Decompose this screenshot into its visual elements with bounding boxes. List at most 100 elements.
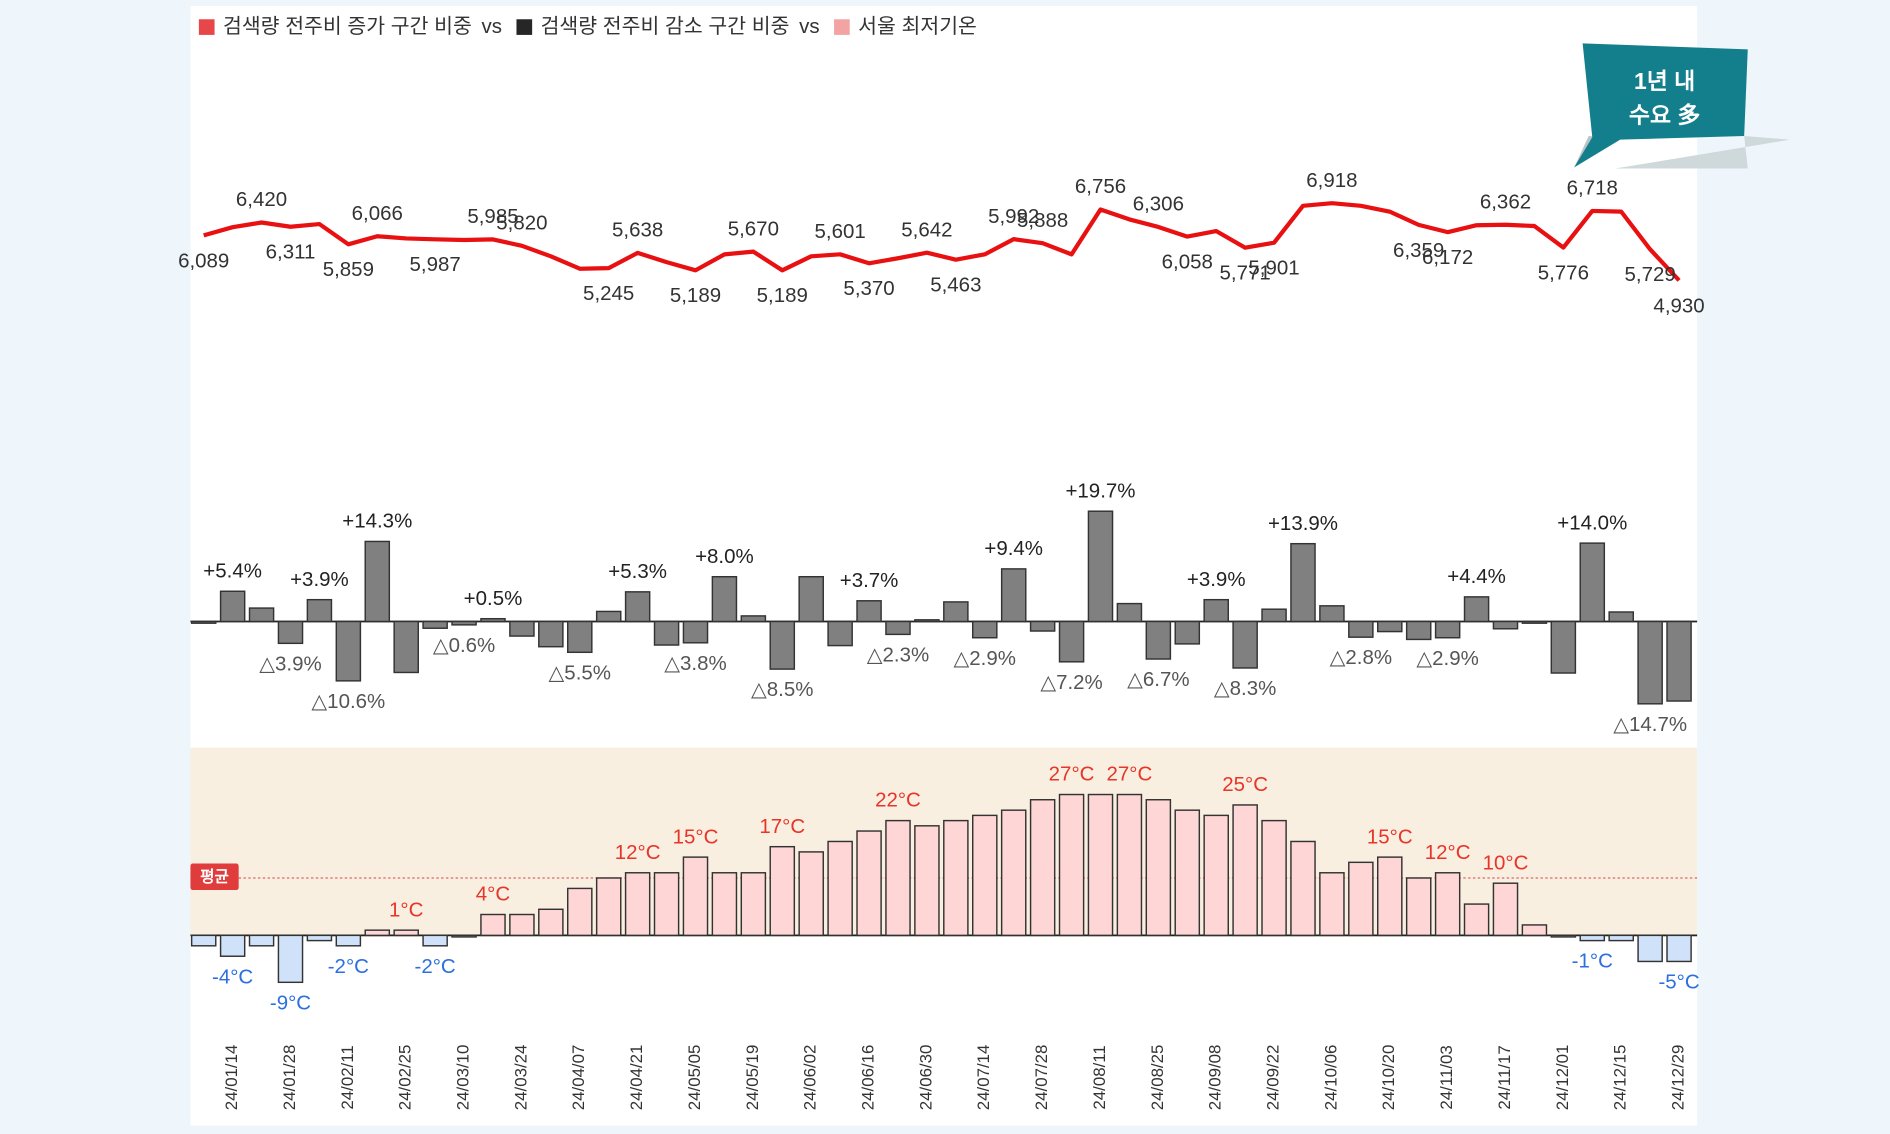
bar [509, 620, 535, 637]
data-label: 4°C [476, 883, 510, 906]
legend-swatch [198, 19, 215, 35]
bar [1319, 605, 1345, 623]
bar [422, 620, 448, 629]
bar [1145, 799, 1172, 937]
data-label: +14.3% [342, 510, 412, 533]
badge-text: 1년 내 [1634, 68, 1695, 94]
bar [595, 877, 622, 937]
bar [1348, 620, 1374, 638]
bar [1637, 620, 1663, 705]
bar [1550, 620, 1577, 674]
data-label: 5,888 [1017, 209, 1068, 232]
bar [1232, 620, 1258, 669]
bar [1521, 620, 1548, 624]
badge-shadow [1615, 136, 1790, 169]
bar [190, 620, 217, 624]
bar [1405, 620, 1432, 641]
data-label: 6,311 [266, 241, 316, 264]
x-tick-label: 24/10/20 [1379, 1045, 1398, 1111]
bar [682, 620, 709, 644]
bar [1029, 799, 1056, 937]
bar [393, 929, 419, 937]
bar [1087, 793, 1114, 937]
data-label: △2.9% [1416, 647, 1478, 670]
data-label: 5,189 [757, 284, 808, 307]
legend-label: 검색량 전주비 증가 구간 비중 [223, 15, 472, 38]
x-tick-label: 24/01/28 [280, 1045, 299, 1111]
x-tick-label: 24/02/11 [338, 1045, 357, 1109]
bar [1116, 602, 1143, 623]
data-label: 17°C [759, 815, 805, 838]
bar [1579, 542, 1606, 623]
bar [306, 598, 333, 623]
bar [190, 934, 217, 947]
x-tick-label: 24/07/28 [1032, 1045, 1051, 1111]
bar [1579, 934, 1606, 942]
bar [306, 934, 333, 942]
data-label: -2°C [415, 955, 456, 978]
bar [624, 872, 651, 937]
data-label: 15°C [673, 825, 719, 848]
bar [914, 619, 940, 623]
data-label: △14.7% [1613, 713, 1687, 736]
data-label: △5.5% [549, 661, 611, 684]
data-label: 5,859 [323, 258, 374, 281]
data-label: +5.3% [608, 560, 667, 583]
data-label: 15°C [1367, 825, 1413, 848]
legend-swatch [834, 19, 850, 35]
bar [769, 845, 796, 937]
data-label: △0.6% [433, 634, 495, 657]
data-label: △3.9% [259, 652, 321, 675]
x-tick-label: 24/02/25 [396, 1045, 415, 1111]
data-label: △2.8% [1330, 646, 1392, 669]
data-label: 5,370 [843, 277, 894, 300]
bar [451, 934, 477, 938]
data-label: 6,058 [1162, 250, 1213, 273]
legend-label: 검색량 전주비 감소 구간 비중 [541, 15, 790, 38]
bar [1232, 804, 1258, 937]
bar [740, 872, 767, 937]
x-tick-label: 24/01/14 [222, 1045, 241, 1111]
bar [798, 575, 824, 623]
bar [1145, 620, 1172, 660]
legend-separator: vs [482, 15, 502, 38]
data-label: 5,601 [815, 220, 866, 243]
data-label: 27°C [1107, 763, 1153, 786]
x-tick-label: 24/06/02 [801, 1045, 820, 1111]
data-label: △2.3% [867, 643, 929, 666]
x-tick-label: 24/09/22 [1264, 1045, 1283, 1111]
data-label: 5,245 [583, 282, 634, 305]
bar [1666, 934, 1692, 963]
data-label: +3.7% [840, 569, 899, 592]
x-tick-label: 24/07/14 [974, 1045, 993, 1111]
x-tick-label: 24/10/06 [1321, 1045, 1340, 1111]
legend-label: 서울 최저기온 [858, 15, 977, 38]
average-label: 평균 [200, 868, 229, 886]
data-label: 12°C [1425, 841, 1471, 864]
bar [248, 934, 275, 947]
bar [972, 814, 998, 937]
data-label: +9.4% [984, 537, 1043, 560]
bar [1492, 620, 1519, 630]
data-label: 6,172 [1422, 246, 1473, 269]
data-label: 6,918 [1306, 169, 1357, 192]
bar [740, 615, 767, 623]
bar [1290, 542, 1316, 623]
data-label: 5,820 [496, 212, 547, 235]
bar [1174, 809, 1201, 937]
bar [1319, 872, 1345, 937]
bar [393, 620, 419, 674]
data-label: 12°C [615, 841, 661, 864]
bar [1058, 793, 1085, 937]
x-tick-label: 24/09/08 [1206, 1045, 1225, 1111]
data-label: 5,463 [930, 274, 981, 297]
bar [653, 872, 680, 937]
data-label: +19.7% [1065, 479, 1135, 502]
bar [1203, 598, 1229, 623]
data-label: 6,089 [178, 249, 229, 272]
bar [827, 620, 853, 647]
x-tick-label: 24/12/01 [1553, 1045, 1572, 1111]
x-tick-label: 24/12/15 [1611, 1045, 1630, 1111]
x-tick-label: 24/11/03 [1437, 1045, 1456, 1109]
bar [1058, 620, 1085, 663]
